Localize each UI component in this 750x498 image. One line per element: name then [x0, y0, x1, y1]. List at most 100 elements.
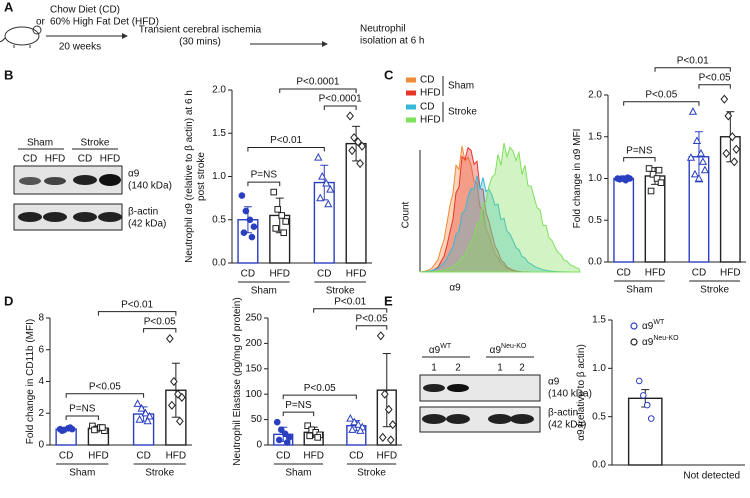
- blot-row-label: (42 kDa): [548, 420, 586, 431]
- legend-marker: [630, 322, 638, 330]
- blot-row-label: (42 kDa): [128, 219, 166, 230]
- panel-label: C: [384, 67, 394, 82]
- lane-label: 2: [455, 363, 461, 374]
- lane-label: 2: [519, 363, 525, 374]
- x-tick-label: CD: [349, 451, 363, 462]
- significance-bracket: [282, 411, 315, 417]
- blot-group-sup: Neu-KO: [501, 343, 527, 350]
- significance-label: P<0.01: [334, 296, 366, 307]
- significance-bracket: [623, 101, 700, 106]
- significance-bracket: [623, 157, 656, 162]
- x-tick-label: CD: [317, 269, 331, 280]
- data-point: [318, 171, 327, 180]
- legend-sup: Neu-KO: [653, 335, 679, 342]
- y-tick-label: 0.5: [588, 215, 602, 226]
- y-tick-label: 6: [38, 344, 44, 355]
- schema-text: isolation at 6 h: [360, 36, 425, 47]
- significance-bracket: [323, 105, 357, 110]
- significance-label: P<0.05: [304, 383, 336, 394]
- significance-label: P<0.0001: [296, 77, 340, 88]
- data-point: [133, 399, 142, 407]
- arrow-head: [122, 33, 128, 39]
- y-tick-label: 8: [38, 313, 44, 324]
- significance-bracket: [247, 146, 325, 152]
- x-tick-label: CD: [136, 451, 150, 462]
- significance-label: P<0.01: [270, 135, 302, 146]
- x-tick-label: HFD: [303, 451, 324, 462]
- data-point: [270, 188, 278, 196]
- significance-bracket: [654, 67, 731, 72]
- data-point: [326, 184, 335, 193]
- data-point: [166, 334, 174, 344]
- data-point: [657, 179, 665, 186]
- legend-label: CD: [420, 75, 434, 86]
- data-point: [238, 192, 246, 199]
- data-point: [732, 144, 741, 154]
- legend-label: HFD: [420, 115, 441, 126]
- blot-group: α9WT: [429, 343, 452, 356]
- significance-label: P=NS: [285, 400, 312, 411]
- data-point: [272, 225, 280, 232]
- y-tick-label: 2.0: [212, 85, 226, 96]
- bar: [345, 142, 367, 264]
- flow-ylabel: Count: [401, 201, 412, 228]
- group-label: Stroke: [700, 285, 729, 296]
- data-point: [278, 212, 286, 219]
- significance-label: P=NS: [69, 404, 96, 415]
- data-point: [688, 107, 698, 115]
- data-point: [653, 175, 661, 182]
- data-point: [700, 165, 710, 174]
- data-point: [273, 418, 281, 426]
- mouse-icon: [0, 25, 42, 48]
- data-point: [178, 392, 186, 402]
- bar: [627, 397, 663, 466]
- flow-xlabel: α9: [449, 283, 461, 294]
- data-point: [91, 426, 98, 434]
- blot-group-base: α9: [429, 345, 441, 356]
- data-point: [720, 94, 729, 104]
- y-tick-label: 200: [245, 338, 262, 349]
- flow-histogram: CD HFD CD HFD: [406, 75, 581, 273]
- data-point: [322, 178, 331, 187]
- y-axis-label: Fold change in CD11b (MFI): [25, 319, 36, 444]
- data-point: [246, 216, 254, 224]
- blot-row-label: (140 kDa): [548, 389, 592, 400]
- blot-row-label: β-actin: [548, 408, 578, 419]
- data-point: [242, 207, 250, 215]
- data-point: [690, 169, 700, 178]
- data-point: [314, 152, 323, 161]
- data-point: [686, 153, 696, 161]
- data-point: [58, 427, 66, 435]
- x-tick-label: HFD: [166, 451, 187, 462]
- significance-bracket: [97, 311, 177, 316]
- data-point: [350, 132, 358, 143]
- data-point: [635, 377, 643, 385]
- y-tick-label: 4: [38, 376, 44, 387]
- data-point: [647, 415, 655, 422]
- data-point: [282, 218, 290, 225]
- y-tick-label: 0.0: [588, 257, 602, 268]
- data-point: [649, 171, 657, 178]
- lane-label: 1: [497, 363, 503, 374]
- data-point: [384, 404, 393, 415]
- lane-label: HFD: [45, 154, 66, 165]
- schema-text: (30 mins): [179, 37, 221, 48]
- data-point: [645, 165, 653, 172]
- flow-group: Sham: [448, 81, 474, 92]
- blot-group-sup: WT: [440, 343, 452, 350]
- significance-label: P<0.01: [121, 299, 153, 310]
- x-tick-label: HFD: [88, 451, 109, 462]
- y-axis-label: Neutrophil Elastase (pg/mg of protein): [232, 297, 243, 465]
- data-point: [141, 408, 150, 417]
- group-label: Stroke: [145, 468, 174, 479]
- data-point: [354, 420, 363, 428]
- panel-label: D: [4, 293, 13, 308]
- lane-label: 1: [431, 363, 437, 374]
- significance-bracket: [282, 394, 357, 400]
- legend-label: CD: [420, 102, 434, 113]
- y-tick-label: 250: [245, 313, 262, 324]
- data-point: [350, 417, 359, 426]
- data-point: [388, 420, 397, 430]
- data-point: [692, 136, 702, 145]
